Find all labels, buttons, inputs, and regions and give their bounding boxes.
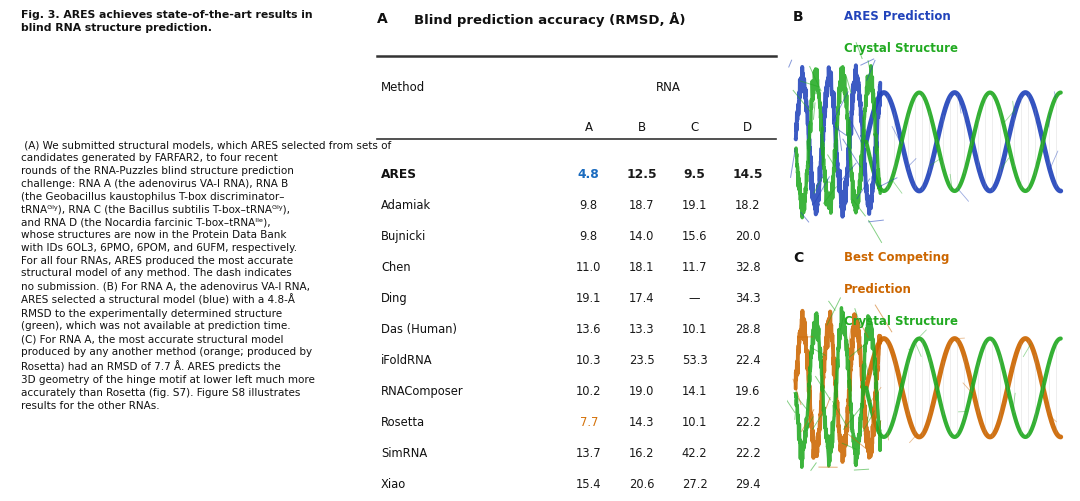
Text: 29.4: 29.4 [734,477,760,490]
Text: C: C [690,120,699,133]
Text: 23.5: 23.5 [629,354,654,367]
Text: 27.2: 27.2 [681,477,707,490]
Text: 15.6: 15.6 [681,230,707,243]
Text: ARES Prediction: ARES Prediction [843,10,950,23]
Text: 19.1: 19.1 [576,292,602,305]
Text: 15.4: 15.4 [576,477,602,490]
Text: iFoldRNA: iFoldRNA [381,354,433,367]
Text: 42.2: 42.2 [681,446,707,459]
Text: 22.2: 22.2 [734,446,760,459]
Text: (A) We submitted structural models, which ARES selected from sets of
candidates : (A) We submitted structural models, whic… [22,140,392,410]
Text: 22.2: 22.2 [734,415,760,428]
Text: 22.4: 22.4 [734,354,760,367]
Text: 34.3: 34.3 [734,292,760,305]
Text: 10.2: 10.2 [576,385,602,397]
Text: C: C [793,250,804,265]
Text: Rosetta: Rosetta [381,415,426,428]
Text: 14.5: 14.5 [732,168,762,181]
Text: Adamiak: Adamiak [381,199,431,212]
Text: 14.0: 14.0 [629,230,654,243]
Text: Prediction: Prediction [843,283,912,296]
Text: Blind prediction accuracy (RMSD, Å): Blind prediction accuracy (RMSD, Å) [414,13,685,28]
Text: Das (Human): Das (Human) [381,323,457,336]
Text: 10.1: 10.1 [681,415,707,428]
Text: D: D [743,120,752,133]
Text: RNA: RNA [656,81,680,94]
Text: B: B [793,10,804,24]
Text: 53.3: 53.3 [681,354,707,367]
Text: 18.7: 18.7 [629,199,654,212]
Text: 18.1: 18.1 [629,261,654,274]
Text: 10.1: 10.1 [681,323,707,336]
Text: SimRNA: SimRNA [381,446,428,459]
Text: 18.2: 18.2 [734,199,760,212]
Text: Bujnicki: Bujnicki [381,230,427,243]
Text: —: — [689,292,701,305]
Text: 20.6: 20.6 [629,477,654,490]
Text: A: A [377,13,388,27]
Text: 16.2: 16.2 [629,446,654,459]
Text: 7.7: 7.7 [580,415,598,428]
Text: Crystal Structure: Crystal Structure [843,42,958,55]
Text: 19.6: 19.6 [735,385,760,397]
Text: 9.8: 9.8 [580,199,598,212]
Text: Xiao: Xiao [381,477,406,490]
Text: 14.3: 14.3 [629,415,654,428]
Text: B: B [637,120,646,133]
Text: RNAComposer: RNAComposer [381,385,463,397]
Text: 13.3: 13.3 [629,323,654,336]
Text: 11.7: 11.7 [681,261,707,274]
Text: 19.1: 19.1 [681,199,707,212]
Text: 9.5: 9.5 [684,168,705,181]
Text: 20.0: 20.0 [734,230,760,243]
Text: A: A [584,120,593,133]
Text: 13.6: 13.6 [576,323,602,336]
Text: 4.8: 4.8 [578,168,599,181]
Text: 32.8: 32.8 [734,261,760,274]
Text: 11.0: 11.0 [576,261,602,274]
Text: Method: Method [381,81,426,94]
Text: 12.5: 12.5 [626,168,657,181]
Text: Fig. 3. ARES achieves state-of-the-art results in
blind RNA structure prediction: Fig. 3. ARES achieves state-of-the-art r… [22,10,313,33]
Text: 10.3: 10.3 [576,354,602,367]
Text: 13.7: 13.7 [576,446,602,459]
Text: Crystal Structure: Crystal Structure [843,314,958,327]
Text: 14.1: 14.1 [681,385,707,397]
Text: 17.4: 17.4 [629,292,654,305]
Text: 28.8: 28.8 [734,323,760,336]
Text: Ding: Ding [381,292,407,305]
Text: 9.8: 9.8 [580,230,598,243]
Text: ARES: ARES [381,168,417,181]
Text: Chen: Chen [381,261,410,274]
Text: 19.0: 19.0 [629,385,654,397]
Text: Best Competing: Best Competing [843,250,949,264]
